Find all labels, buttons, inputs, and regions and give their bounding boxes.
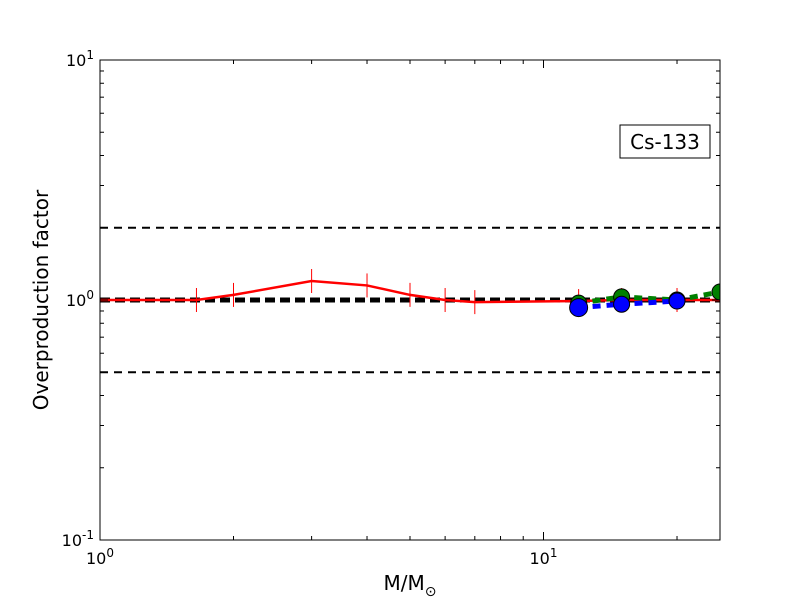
x-tick-label-base: 10 [86, 549, 106, 568]
x-tick-label-exponent: 1 [550, 546, 558, 560]
x-tick-label: 101 [530, 546, 558, 568]
x-axis-label-subscript: ⊙ [425, 584, 437, 600]
y-tick-label: 101 [66, 48, 94, 70]
y-tick-label-base: 10 [66, 291, 86, 310]
series-line-0 [100, 279, 720, 304]
annotation-label: Cs-133 [630, 130, 700, 154]
y-tick-label-exponent: 1 [86, 48, 94, 62]
y-tick-label-exponent: -1 [82, 528, 94, 542]
series-marker-2 [569, 298, 589, 318]
y-tick-label-base: 10 [62, 531, 82, 550]
y-tick-label: 100 [66, 288, 94, 310]
x-axis-label: M/M⊙ [384, 571, 437, 600]
annotation-box: Cs-133 [619, 124, 711, 159]
series-marker-2 [668, 292, 686, 310]
y-axis-label: Overproduction factor [29, 189, 53, 410]
series-line-1 [578, 289, 720, 306]
y-tick-label: 10-1 [62, 528, 94, 550]
y-tick-label-exponent: 0 [86, 288, 94, 302]
x-tick-label: 100 [86, 546, 114, 568]
x-tick-label-base: 10 [530, 549, 550, 568]
x-tick-label-exponent: 0 [106, 546, 114, 560]
series-marker-2 [613, 295, 631, 313]
series-marker-1 [711, 283, 720, 301]
y-tick-label-base: 10 [66, 51, 86, 70]
plot-frame [99, 59, 721, 541]
